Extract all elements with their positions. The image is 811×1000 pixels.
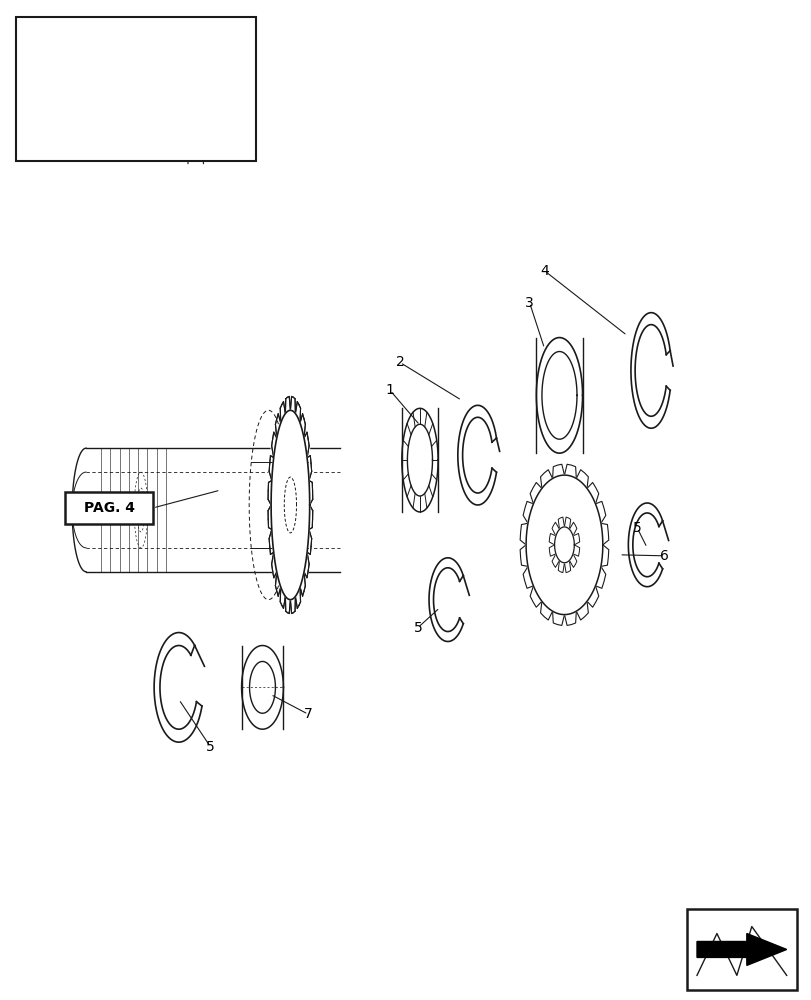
Polygon shape [154,633,204,742]
Bar [65,492,152,524]
Text: PAG. 4: PAG. 4 [84,501,135,515]
Text: 5: 5 [413,621,422,635]
Bar [16,17,255,161]
Polygon shape [628,503,665,587]
Polygon shape [428,558,466,642]
Polygon shape [457,405,497,505]
Polygon shape [630,313,671,428]
Polygon shape [401,408,438,512]
Polygon shape [536,338,581,453]
Polygon shape [268,396,312,614]
Text: 1: 1 [385,383,394,397]
Polygon shape [241,646,283,729]
Text: 7: 7 [303,707,312,721]
Polygon shape [519,464,608,626]
Text: 6: 6 [659,549,667,563]
Polygon shape [554,527,573,563]
Text: 2: 2 [395,355,404,369]
Polygon shape [271,410,309,600]
Bar [686,909,796,990]
Polygon shape [249,661,275,713]
Polygon shape [526,475,602,615]
Text: 3: 3 [525,296,534,310]
Text: 4: 4 [539,264,548,278]
Polygon shape [696,934,786,965]
Text: 5: 5 [632,521,641,535]
Text: 5: 5 [206,740,215,754]
